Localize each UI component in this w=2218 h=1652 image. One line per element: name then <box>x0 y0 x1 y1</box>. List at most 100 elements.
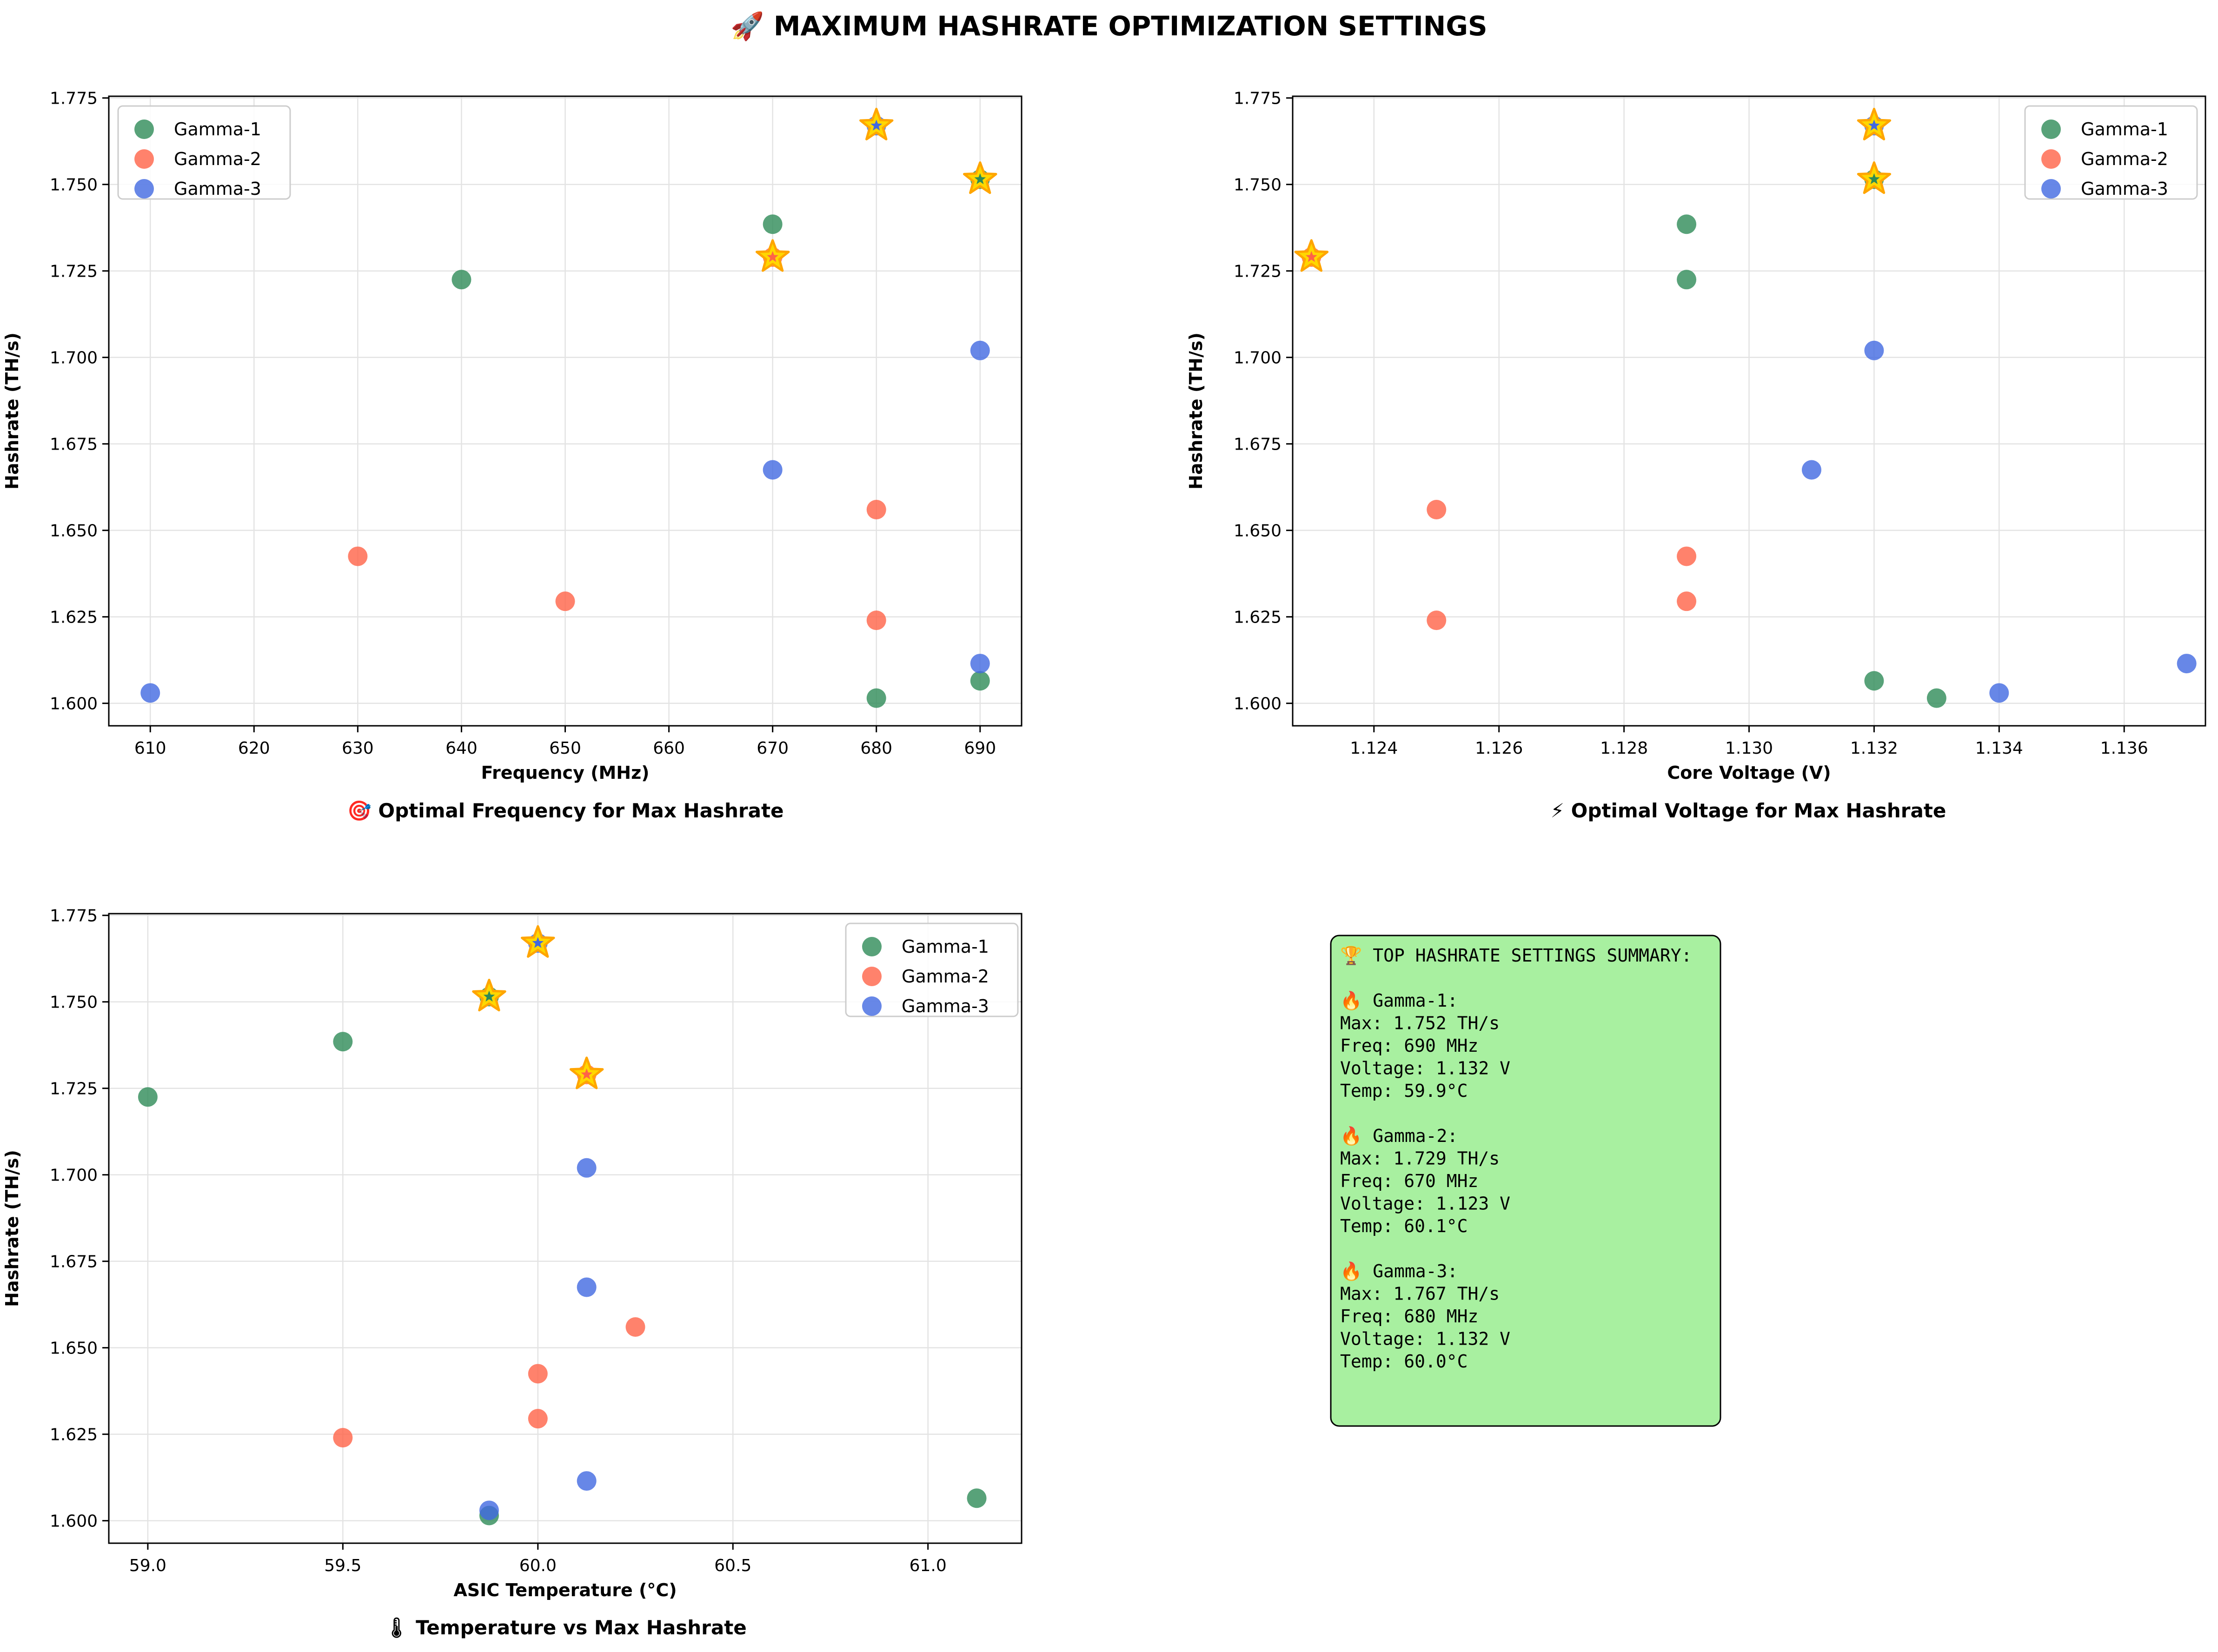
best-point-marker <box>1868 119 1880 131</box>
y-tick-label: 1.725 <box>50 1080 98 1099</box>
data-point <box>555 591 575 611</box>
data-point <box>866 688 886 708</box>
best-point-marker <box>581 1068 592 1080</box>
grid <box>109 914 1022 1543</box>
best-point-marker <box>1868 173 1880 185</box>
x-tick-label: 1.130 <box>1725 739 1773 758</box>
summary-line: Freq: 690 MHz <box>1340 1035 1478 1056</box>
data-point <box>577 1277 597 1297</box>
x-tick-label: 1.124 <box>1350 739 1398 758</box>
frequency-panel-title: 🎯 Optimal Frequency for Max Hashrate <box>347 799 784 822</box>
data-point <box>1926 688 1946 708</box>
legend-frame <box>845 922 1019 1017</box>
data-points <box>1294 107 2197 708</box>
x-tick-label: 620 <box>238 739 270 758</box>
legend-marker <box>862 937 882 956</box>
summary-line: Max: 1.767 TH/s <box>1340 1284 1500 1304</box>
summary-line: 🔥 Gamma-2: <box>1340 1126 1458 1146</box>
data-point <box>763 460 783 480</box>
legend-frame <box>117 105 291 200</box>
legend-label: Gamma-2 <box>174 149 261 169</box>
best-point-marker <box>767 251 778 262</box>
x-tick-label: 60.5 <box>714 1556 751 1575</box>
y-tick-label: 1.600 <box>50 695 98 714</box>
summary-line: Freq: 680 MHz <box>1340 1306 1478 1327</box>
best-point-marker <box>974 173 986 185</box>
data-point <box>528 1364 548 1384</box>
summary-line: 🔥 Gamma-3: <box>1340 1261 1458 1281</box>
y-tick-label: 1.700 <box>1234 349 1282 368</box>
data-point <box>577 1471 597 1491</box>
summary-line: 🏆 TOP HASHRATE SETTINGS SUMMARY: <box>1340 945 1692 966</box>
y-tick-label: 1.775 <box>50 89 98 108</box>
x-tick-label: 59.5 <box>324 1556 361 1575</box>
y-tick-label: 1.600 <box>50 1512 98 1531</box>
x-tick-label: 1.126 <box>1475 739 1523 758</box>
y-tick-label: 1.650 <box>1234 522 1282 541</box>
legend-label: Gamma-1 <box>2081 119 2168 139</box>
legend-marker <box>134 119 154 139</box>
data-point <box>1427 610 1447 630</box>
y-tick-label: 1.700 <box>50 1166 98 1185</box>
y-tick-label: 1.675 <box>1234 435 1282 454</box>
legend-label: Gamma-1 <box>902 936 989 957</box>
legend-label: Gamma-3 <box>2081 179 2168 199</box>
x-tick-label: 1.132 <box>1850 739 1898 758</box>
data-point <box>970 340 990 360</box>
summary-line: Temp: 59.9°C <box>1340 1081 1468 1101</box>
x-tick-label: 59.0 <box>129 1556 166 1575</box>
legend-label: Gamma-3 <box>174 179 261 199</box>
x-tick-label: 61.0 <box>910 1556 947 1575</box>
frequency-scatter-panel: 🎯 Optimal Frequency for Max Hashrate 610… <box>2 89 1023 822</box>
summary-line: Temp: 60.0°C <box>1340 1351 1468 1372</box>
legend-label: Gamma-2 <box>2081 149 2168 169</box>
data-point <box>625 1317 645 1337</box>
data-point <box>333 1428 353 1448</box>
legend: Gamma-1 Gamma-2 Gamma-3 <box>845 922 1019 1017</box>
data-point <box>452 270 471 290</box>
y-tick-label: 1.750 <box>50 176 98 195</box>
data-point <box>970 654 990 674</box>
y-tick-label: 1.700 <box>50 349 98 368</box>
x-tick-label: 60.0 <box>519 1556 557 1575</box>
y-axis-label: Hashrate (TH/s) <box>2 1150 22 1307</box>
data-point <box>1427 500 1447 520</box>
data-point <box>1864 340 1884 360</box>
data-point <box>1677 214 1697 234</box>
x-tick-label: 680 <box>860 739 892 758</box>
y-tick-label: 1.750 <box>1234 176 1282 195</box>
legend: Gamma-1 Gamma-2 Gamma-3 <box>117 105 291 200</box>
data-point <box>970 671 990 691</box>
data-point <box>1989 683 2009 703</box>
y-axis-label: Hashrate (TH/s) <box>2 332 22 490</box>
data-point <box>528 1409 548 1429</box>
x-tick-label: 640 <box>445 739 478 758</box>
plot-frame <box>108 913 1023 1544</box>
summary-line: Voltage: 1.132 V <box>1340 1329 1510 1349</box>
grid <box>1293 96 2205 726</box>
legend-marker <box>134 179 154 199</box>
data-point <box>1677 591 1697 611</box>
data-point <box>763 214 783 234</box>
legend-marker <box>2041 119 2061 139</box>
y-tick-label: 1.650 <box>50 522 98 541</box>
y-tick-label: 1.675 <box>50 1253 98 1272</box>
figure-title: 🚀 MAXIMUM HASHRATE OPTIMIZATION SETTINGS <box>730 10 1487 42</box>
summary-line: Temp: 60.1°C <box>1340 1216 1468 1236</box>
x-tick-label: 630 <box>342 739 374 758</box>
summary-line: Voltage: 1.132 V <box>1340 1058 1510 1079</box>
y-tick-label: 1.675 <box>50 435 98 454</box>
legend-marker <box>134 149 154 169</box>
data-point <box>1801 460 1821 480</box>
data-point <box>333 1032 353 1052</box>
data-point <box>866 610 886 630</box>
voltage-scatter-panel: ⚡ Optimal Voltage for Max Hashrate 1.124… <box>1186 89 2206 822</box>
x-tick-label: 610 <box>134 739 166 758</box>
x-axis-label: Frequency (MHz) <box>481 763 649 783</box>
data-point <box>348 546 368 566</box>
data-point <box>577 1158 597 1178</box>
best-point-marker <box>1306 251 1317 262</box>
x-tick-label: 1.134 <box>1975 739 2023 758</box>
